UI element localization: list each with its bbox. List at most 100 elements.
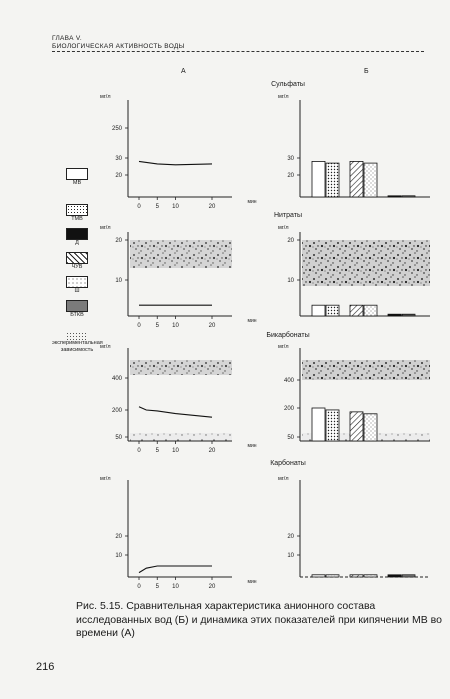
scatter-band <box>130 360 232 375</box>
y-tick-label: 10 <box>287 553 294 559</box>
bar-ТМВ <box>325 574 340 578</box>
bar-ЧУВ <box>349 160 364 198</box>
y-axis-label: мг/л <box>100 476 111 482</box>
bar-ЧУВ <box>349 304 364 317</box>
y-tick-label: 20 <box>115 534 122 540</box>
y-axis-label: мг/л <box>100 225 111 231</box>
scatter-band <box>302 360 430 380</box>
x-axis-label: мин <box>248 579 257 585</box>
page-number: 216 <box>36 661 55 673</box>
x-tick-label: 20 <box>209 323 216 329</box>
y-tick-label: 10 <box>115 553 122 559</box>
x-tick-label: 0 <box>137 204 141 210</box>
y-tick-label: 20 <box>115 173 122 179</box>
bar-ТМВ <box>325 304 340 317</box>
x-tick-label: 20 <box>209 204 216 210</box>
x-tick-label: 0 <box>137 323 141 329</box>
y-tick-label: 200 <box>284 406 295 412</box>
line-chart-3: Бикарбонаты мг/л 50 200 400 0 5 10 20 мин <box>100 331 310 454</box>
y-tick-label: 400 <box>112 376 123 382</box>
legend-swatch <box>66 332 88 340</box>
legend-swatch <box>66 276 88 288</box>
x-tick-label: 10 <box>172 204 179 210</box>
series-line <box>138 160 213 166</box>
bar-БТКВ <box>401 574 416 578</box>
y-tick-label: 20 <box>287 238 294 244</box>
bar-MB <box>311 407 326 442</box>
bar-MB <box>311 160 326 198</box>
bar-ЧУВ <box>349 411 364 442</box>
legend-item: Ш <box>52 276 102 295</box>
line-chart-1: Сульфаты мг/л 20 30 250 0 5 10 20 мин <box>100 81 305 210</box>
y-tick-label: 50 <box>115 435 122 441</box>
legend-label: экспериментальная зависимость <box>52 340 103 353</box>
chapter-header: ГЛАВА V. <box>52 35 82 42</box>
legend-item: экспериментальная зависимость <box>52 332 103 354</box>
y-tick-label: 30 <box>287 156 294 162</box>
legend-item: БТКВ <box>52 300 102 319</box>
bar-Ш <box>363 162 378 198</box>
legend-item: ЧУВ <box>52 252 102 271</box>
bar-chart-4: мг/л 10 20 <box>278 476 430 578</box>
bar-chart-1: мг/л 20 30 <box>278 94 430 198</box>
line-chart-2: Нитраты мг/л 10 20 0 5 10 20 мин <box>100 212 302 329</box>
legend-swatch <box>66 252 88 264</box>
bar-ЧУВ <box>349 574 364 578</box>
line-chart-4: Карбонаты мг/л 10 20 0 5 10 20 мин <box>100 459 306 590</box>
x-axis-label: мин <box>248 318 257 324</box>
x-tick-label: 20 <box>209 584 216 590</box>
y-tick-label: 200 <box>112 408 123 414</box>
legend-item: ТМВ <box>52 204 102 223</box>
column-label-a: А <box>181 68 186 75</box>
y-tick-label: 250 <box>112 126 123 132</box>
legend-label: БТКВ <box>70 312 84 318</box>
scatter-band <box>302 240 430 286</box>
y-axis-label: мг/л <box>278 225 289 231</box>
y-axis-label: мг/л <box>100 94 111 100</box>
bar-MB <box>311 304 326 317</box>
bar-chart-3: мг/л 50 200 400 <box>278 344 430 442</box>
y-tick-label: 20 <box>287 534 294 540</box>
legend-swatch <box>66 228 88 240</box>
bar-Д <box>387 574 402 578</box>
x-tick-label: 5 <box>156 448 160 454</box>
y-tick-label: 400 <box>284 378 295 384</box>
y-axis-label: мг/л <box>100 344 111 350</box>
y-tick-label: 10 <box>287 278 294 284</box>
bar-БТКВ <box>401 313 416 317</box>
x-tick-label: 10 <box>172 584 179 590</box>
x-tick-label: 5 <box>156 323 160 329</box>
legend-label: MB <box>72 180 82 186</box>
panel-title: Нитраты <box>274 212 302 219</box>
x-tick-label: 5 <box>156 584 160 590</box>
anion-composition-figure: Сульфаты мг/л 20 30 250 0 5 10 20 мин мг/л 20 30 Нитр… <box>100 81 430 590</box>
legend-label: ТМВ <box>71 216 83 222</box>
panel-title: Сульфаты <box>271 81 305 88</box>
y-tick-label: 20 <box>115 238 122 244</box>
legend-label: ЧУВ <box>71 264 83 270</box>
x-tick-label: 0 <box>137 448 141 454</box>
running-title: БИОЛОГИЧЕСКАЯ АКТИВНОСТЬ ВОДЫ <box>52 43 185 50</box>
bar-Д <box>387 313 402 317</box>
column-label-b: Б <box>364 68 369 75</box>
y-axis-label: мг/л <box>278 344 289 350</box>
series-line <box>138 565 212 574</box>
series-line <box>138 406 213 418</box>
y-tick-label: 10 <box>115 278 122 284</box>
legend-label: Ш <box>74 288 80 294</box>
x-tick-label: 5 <box>156 204 160 210</box>
x-tick-label: 10 <box>172 448 179 454</box>
bar-MB <box>311 574 326 578</box>
legend-item: MB <box>52 168 102 187</box>
y-axis-label: мг/л <box>278 94 289 100</box>
x-tick-label: 10 <box>172 323 179 329</box>
legend-swatch <box>66 204 88 216</box>
y-tick-label: 20 <box>287 173 294 179</box>
bar-ТМВ <box>325 409 340 442</box>
bar-БТКВ <box>401 195 416 198</box>
panel-title: Карбонаты <box>270 459 306 467</box>
bar-Ш <box>363 304 378 317</box>
bar-ТМВ <box>325 162 340 198</box>
panel-title: Бикарбонаты <box>266 331 309 339</box>
